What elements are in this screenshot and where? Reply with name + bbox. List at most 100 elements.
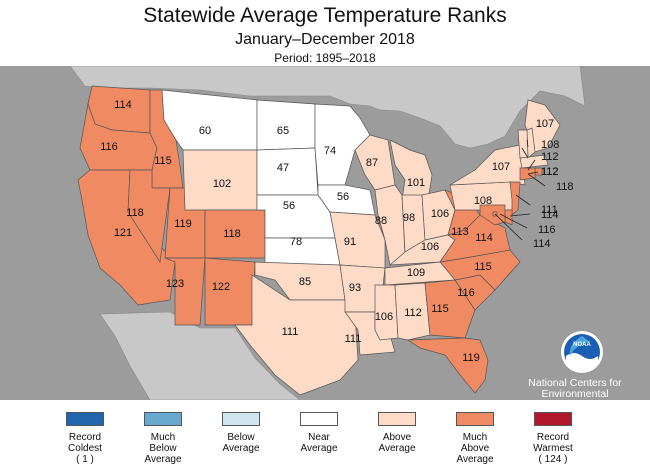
rank-label-pa: 108: [474, 195, 492, 207]
state-me: [524, 99, 561, 153]
map-legend: Record Coldest( 1 ) Much Below Average Belo…: [0, 400, 650, 475]
callout-line-dc: [494, 213, 523, 241]
rank-label-mt: 60: [199, 125, 211, 137]
legend-label: Above Average: [378, 432, 416, 454]
us-temperature-rank-map: 114 116 121 115 118 119 123 60 102 118 122 65 47 56 78…: [0, 66, 650, 400]
rank-label-wa: 114: [114, 99, 132, 111]
rank-label-ga: 115: [431, 303, 449, 315]
rank-label-ct: 118: [556, 181, 574, 193]
rank-label-ms: 106: [375, 311, 393, 323]
state-fl: [406, 337, 489, 394]
state-tx: [234, 274, 359, 396]
rank-label-or: 116: [100, 141, 118, 153]
legend-label: Record Warmest( 124 ): [533, 432, 573, 465]
state-ct: [519, 167, 536, 181]
callout-line-nj: [515, 194, 531, 206]
rank-label-ut: 119: [174, 218, 192, 230]
callout-line-de: [509, 213, 531, 217]
callout-line-nh: [526, 139, 529, 148]
rank-label-sc: 116: [457, 287, 475, 299]
rank-label-wv: 113: [451, 226, 469, 238]
map-period: Period: 1895–2018: [274, 51, 376, 65]
legend-record-warmest: Record Warmest( 124 ): [513, 412, 593, 465]
legend-label: Much Below Average: [144, 432, 182, 465]
legend-label: Below Average: [222, 432, 260, 454]
rank-label-mo: 91: [344, 236, 356, 248]
rank-label-md: 116: [538, 224, 556, 236]
rank-label-nh: 108: [541, 139, 559, 151]
rank-label-tx: 111: [282, 326, 299, 338]
rank-label-ky: 106: [421, 241, 439, 253]
rank-label-al: 112: [404, 307, 422, 319]
rank-label-ny: 107: [492, 161, 510, 173]
rank-label-la: 111: [345, 333, 362, 345]
state-az: [164, 257, 206, 326]
state-ga: [424, 279, 476, 339]
callout-line-ct: [527, 173, 546, 187]
legend-swatch: [222, 412, 260, 426]
rank-label-dc: 114: [533, 238, 551, 250]
rank-label-va: 114: [475, 232, 493, 244]
state-ks: [264, 237, 341, 266]
rank-label-fl: 119: [462, 352, 480, 364]
rank-label-sd: 47: [277, 162, 289, 174]
rank-label-ia: 56: [337, 191, 349, 203]
rank-label-in: 98: [403, 212, 415, 224]
rank-label-de: 114: [541, 209, 559, 221]
credit-line: Environmental: [541, 388, 609, 400]
noaa-logo: NOAA: [522, 330, 642, 379]
rank-label-nc: 115: [474, 261, 492, 273]
legend-much-below: Much Below Average: [123, 412, 203, 465]
legend-swatch: [66, 412, 104, 426]
rank-label-wi: 87: [366, 157, 378, 169]
legend-swatch: [456, 412, 494, 426]
legend-label: Much Above Average: [456, 432, 494, 465]
state-al: [394, 282, 431, 341]
rank-label-nj: 111: [541, 204, 558, 216]
rank-label-nv: 118: [126, 207, 144, 219]
rank-label-ma: 112: [541, 166, 559, 178]
legend-swatch: [378, 412, 416, 426]
rank-label-co: 118: [223, 228, 241, 240]
rank-label-ok: 85: [299, 276, 311, 288]
credit-line: Information: [548, 399, 602, 411]
rank-label-ne: 56: [283, 200, 295, 212]
legend-much-above: Much Above Average: [435, 412, 515, 465]
callouts-layer: [494, 139, 546, 241]
map-header: Statewide Average Temperature Ranks Janu…: [0, 0, 650, 66]
callout-line-ri: [527, 171, 539, 175]
rank-label-wy: 102: [213, 178, 231, 190]
callout-line-ma: [527, 159, 536, 171]
rank-label-oh: 106: [431, 208, 449, 220]
legend-near: Near Average: [279, 412, 359, 454]
rank-label-nm: 122: [212, 281, 230, 293]
callout-line-vt: [521, 147, 529, 159]
rank-label-ri: 112: [541, 166, 559, 178]
legend-below: Below Average: [201, 412, 281, 454]
rank-label-mi: 101: [407, 177, 425, 189]
canada-land: [69, 66, 586, 149]
rank-label-nd: 65: [277, 125, 289, 137]
rank-label-me: 107: [536, 118, 554, 130]
rank-label-tn: 109: [407, 267, 425, 279]
rank-label-ks: 78: [290, 236, 302, 248]
rank-label-mn: 74: [324, 145, 336, 157]
rank-label-il: 88: [375, 215, 387, 227]
legend-label: Near Average: [300, 432, 338, 454]
rank-label-ar: 93: [349, 282, 361, 294]
rank-label-vt: 112: [541, 151, 559, 163]
legend-above: Above Average: [357, 412, 437, 454]
state-ms: [374, 284, 399, 341]
rank-label-az: 123: [166, 278, 184, 290]
legend-swatch: [144, 412, 182, 426]
credit-line: National Centers for: [528, 377, 622, 389]
state-nj: [509, 181, 521, 216]
rank-label-id: 115: [154, 155, 172, 167]
state-vt: [517, 129, 529, 159]
legend-record-coldest: Record Coldest( 1 ): [45, 412, 125, 465]
legend-swatch: [300, 412, 338, 426]
noaa-emblem-icon: [561, 331, 603, 373]
state-md: [479, 204, 506, 226]
noaa-logo-text: NOAA: [573, 342, 591, 348]
legend-swatch: [534, 412, 572, 426]
